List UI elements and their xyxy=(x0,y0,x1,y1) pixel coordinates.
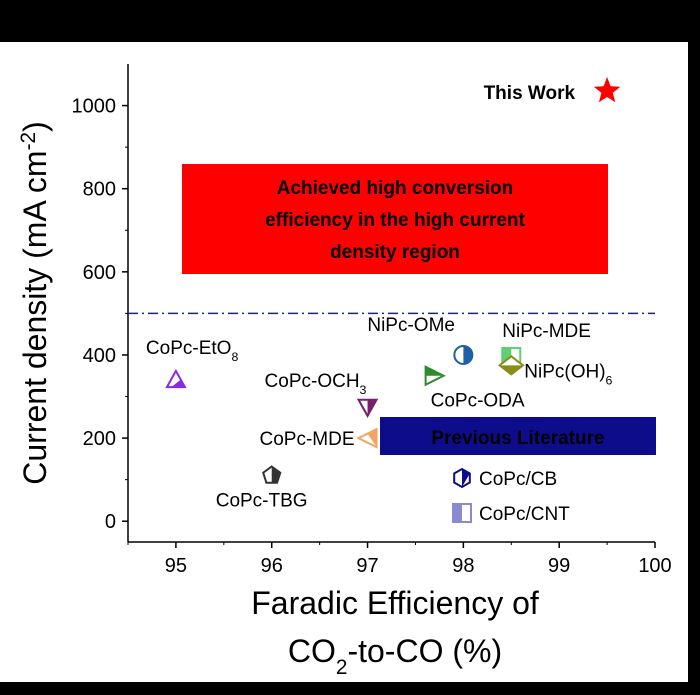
scatter-chart: 0 200 400 600 800 1000 95 96 97 98 99 100 Current de… xyxy=(17,64,672,679)
x-axis-title-line1: Faradic Efficiency of xyxy=(251,585,539,621)
circle-fill xyxy=(463,345,473,364)
y-tick-label: 400 xyxy=(83,345,116,367)
banner-box xyxy=(182,164,608,274)
point-marker xyxy=(497,355,525,376)
point-marker xyxy=(424,365,446,387)
point-marker xyxy=(165,368,187,389)
point-label: NiPc-OMe xyxy=(367,315,455,336)
y-tick-label: 800 xyxy=(83,179,116,201)
this-work-label: This Work xyxy=(484,83,576,104)
banner-text: density region xyxy=(330,242,460,263)
x-axis-title-line2: CO2-to-CO (%) xyxy=(288,633,502,679)
x-tick-label: 100 xyxy=(638,555,671,577)
triangle-right-fill xyxy=(425,366,444,376)
triangle-left-fill xyxy=(367,429,377,448)
point-label: CoPc-OCH3 xyxy=(265,371,367,397)
x-tick-label: 95 xyxy=(165,555,187,577)
y-tick-label: 0 xyxy=(105,511,116,533)
triangle-down-fill xyxy=(367,399,377,416)
point-label: CoPc-TBG xyxy=(216,490,308,511)
square-fill xyxy=(453,504,462,522)
x-tick-label: 97 xyxy=(356,555,378,577)
point-marker xyxy=(453,344,474,365)
legend-label: CoPc/CB xyxy=(479,469,557,490)
hexagon-fill xyxy=(454,469,470,487)
legend-marker xyxy=(452,503,472,523)
banner-text: efficiency in the high current xyxy=(265,210,525,231)
banner-text: Achieved high conversion xyxy=(277,178,514,199)
y-axis-title: Current density (mA cm-2) xyxy=(17,121,54,484)
chart-panel: 0 200 400 600 800 1000 95 96 97 98 99 100 Current de… xyxy=(0,42,688,682)
pentagon-fill xyxy=(271,466,281,483)
point-label: CoPc-MDE xyxy=(260,429,355,450)
legend-label: CoPc/CNT xyxy=(479,504,570,525)
x-tick-label: 99 xyxy=(548,555,570,577)
legend-marker xyxy=(453,467,471,489)
x-tick-label: 98 xyxy=(452,555,474,577)
y-tick-label: 200 xyxy=(83,428,116,450)
point-label: CoPc-EtO8 xyxy=(146,338,239,364)
previous-literature-box xyxy=(380,417,656,455)
y-tick-label: 1000 xyxy=(72,96,117,118)
y-tick-label: 600 xyxy=(83,262,116,284)
point-marker xyxy=(262,465,282,484)
point-marker xyxy=(356,427,378,449)
point-label: NiPc-MDE xyxy=(502,321,591,342)
this-work-marker xyxy=(593,77,621,103)
square-fill xyxy=(502,348,512,367)
triangle-up-fill xyxy=(171,379,185,388)
star-shape xyxy=(593,77,621,103)
x-tick-label: 96 xyxy=(261,555,283,577)
previous-literature-label: Previous Literature xyxy=(431,428,604,449)
point-label: NiPc(OH)6 xyxy=(524,361,612,387)
point-label: CoPc-ODA xyxy=(431,391,525,412)
diamond-fill xyxy=(499,365,523,375)
point-marker xyxy=(356,398,379,418)
